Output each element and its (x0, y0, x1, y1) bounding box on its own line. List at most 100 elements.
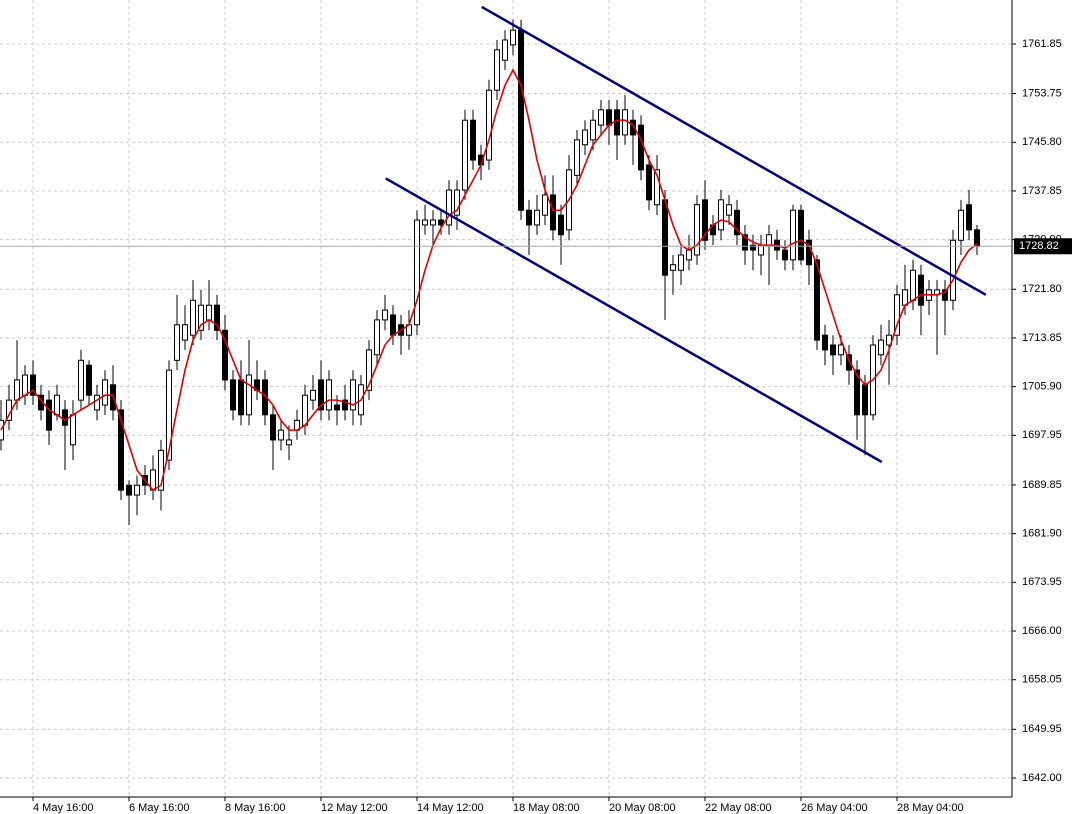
candle-body (134, 484, 140, 496)
candle-body (190, 299, 196, 336)
candle-body (534, 209, 540, 226)
candle-body (374, 319, 380, 356)
candle-body (22, 374, 28, 396)
candle-body (302, 394, 308, 426)
candle-body (614, 109, 620, 136)
y-tick-label: 1689.85 (1022, 479, 1062, 491)
candle-body (366, 349, 372, 391)
candle-body (118, 409, 124, 491)
candle-body (974, 229, 980, 247)
last-price-box (1014, 238, 1072, 255)
candle-body (70, 414, 76, 446)
x-tick-label: 8 May 16:00 (225, 802, 286, 814)
candle-body (742, 234, 748, 251)
candle-body (838, 344, 844, 356)
y-tick-label: 1745.80 (1022, 136, 1062, 148)
x-tick-label: 18 May 08:00 (513, 802, 580, 814)
candle-body (94, 394, 100, 411)
candle-body (462, 119, 468, 191)
candle-body (62, 409, 68, 426)
candle-body (590, 119, 596, 141)
candle-body (430, 219, 436, 226)
y-tick-label: 1673.95 (1022, 576, 1062, 588)
candle-body (918, 274, 924, 306)
candle-body (726, 204, 732, 216)
candle-body (630, 119, 636, 136)
x-tick-label: 28 May 04:00 (897, 802, 964, 814)
candle-body (582, 129, 588, 146)
y-tick-label: 1753.75 (1022, 87, 1062, 99)
candle-body (822, 334, 828, 351)
candle-body (414, 219, 420, 326)
y-tick-label: 1658.05 (1022, 674, 1062, 686)
x-tick-label: 6 May 16:00 (129, 802, 190, 814)
candle-body (494, 49, 500, 91)
candle-body (102, 379, 108, 406)
candle-body (182, 324, 188, 341)
trend-line (481, 5, 987, 296)
candle-body (30, 374, 36, 396)
candle-body (382, 309, 388, 321)
candle-body (950, 239, 956, 301)
y-tick-label: 1721.80 (1022, 283, 1062, 295)
candle-body (222, 329, 228, 381)
candle-body (278, 429, 284, 441)
candle-body (198, 304, 204, 331)
candle-body (894, 294, 900, 336)
candle-body (606, 109, 612, 126)
candle-body (342, 399, 348, 411)
candle-body (174, 324, 180, 361)
candle-body (750, 244, 756, 251)
candle-body (510, 29, 516, 46)
candle-body (942, 289, 948, 301)
candle-body (446, 189, 452, 226)
x-tick-label: 14 May 12:00 (417, 802, 484, 814)
candle-body (158, 449, 164, 491)
candle-body (718, 199, 724, 231)
candle-body (486, 89, 492, 161)
y-tick-label: 1761.85 (1022, 38, 1062, 50)
candle-body (166, 369, 172, 461)
candle-body (78, 359, 84, 401)
candle-body (238, 379, 244, 416)
candle-body (702, 199, 708, 241)
candle-body (782, 249, 788, 261)
candle-body (126, 484, 132, 496)
candle-body (654, 169, 660, 206)
candle-body (902, 289, 908, 306)
candle-body (734, 209, 740, 236)
candle-body (670, 264, 676, 271)
candle-body (798, 209, 804, 261)
y-tick-label: 1697.95 (1022, 429, 1062, 441)
candle-body (318, 379, 324, 411)
candle-body (766, 234, 772, 246)
candle-body (54, 394, 60, 416)
candle-body (326, 379, 332, 411)
candle-body (854, 369, 860, 416)
candle-body (910, 269, 916, 301)
candle-body (286, 439, 292, 446)
candle-body (230, 379, 236, 411)
candle-body (846, 354, 852, 371)
candle-body (646, 164, 652, 201)
candle-body (958, 209, 964, 241)
candle-body (86, 364, 92, 396)
candle-body (46, 399, 52, 431)
x-tick-label: 4 May 16:00 (33, 802, 94, 814)
candle-body (518, 29, 524, 211)
x-tick-label: 20 May 08:00 (609, 802, 676, 814)
candle-body (470, 119, 476, 161)
trend-line (385, 177, 883, 464)
candle-body (390, 314, 396, 336)
candle-body (966, 204, 972, 231)
candle-body (830, 344, 836, 356)
candle-body (214, 304, 220, 331)
candle-body (662, 199, 668, 276)
x-tick-label: 26 May 04:00 (801, 802, 868, 814)
candle-body (574, 139, 580, 176)
candle-body (502, 39, 508, 61)
candle-body (310, 389, 316, 401)
axes: 1761.851753.751745.801737.851729.901721.… (32, 38, 1072, 814)
